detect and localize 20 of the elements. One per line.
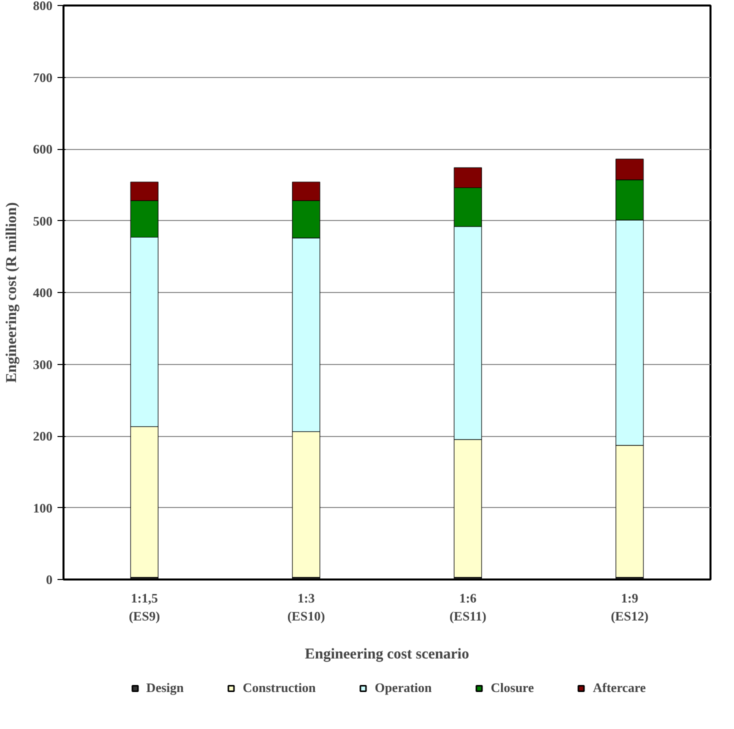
y-tick-label: 0 (46, 572, 52, 587)
x-axis-title: Engineering cost scenario (304, 646, 470, 662)
legend-label: Aftercare (592, 680, 646, 696)
y-tick-label: 100 (33, 500, 52, 516)
x-tick-label: 1:1,5 (ES9) (128, 590, 160, 624)
y-tick-label: 400 (33, 285, 52, 300)
y-tick-label: 500 (33, 213, 52, 228)
y-axis-title: Engineering cost (R million) (4, 202, 20, 383)
legend-label: Closure (490, 680, 534, 696)
legend-label: Operation (374, 680, 432, 696)
y-tick-label: 700 (33, 70, 52, 85)
x-tick-label: 1:3 (ES10) (287, 590, 325, 624)
legend-label: Design (146, 680, 184, 696)
y-tick-label: 600 (33, 142, 52, 156)
legend-label: Construction (242, 680, 316, 696)
y-tick-label: 300 (33, 356, 52, 372)
y-tick-label: 200 (33, 428, 52, 444)
y-tick-label: 800 (33, 0, 52, 13)
x-tick-label: 1:9 (ES12) (610, 590, 648, 624)
x-tick-label: 1:6 (ES11) (449, 590, 486, 624)
